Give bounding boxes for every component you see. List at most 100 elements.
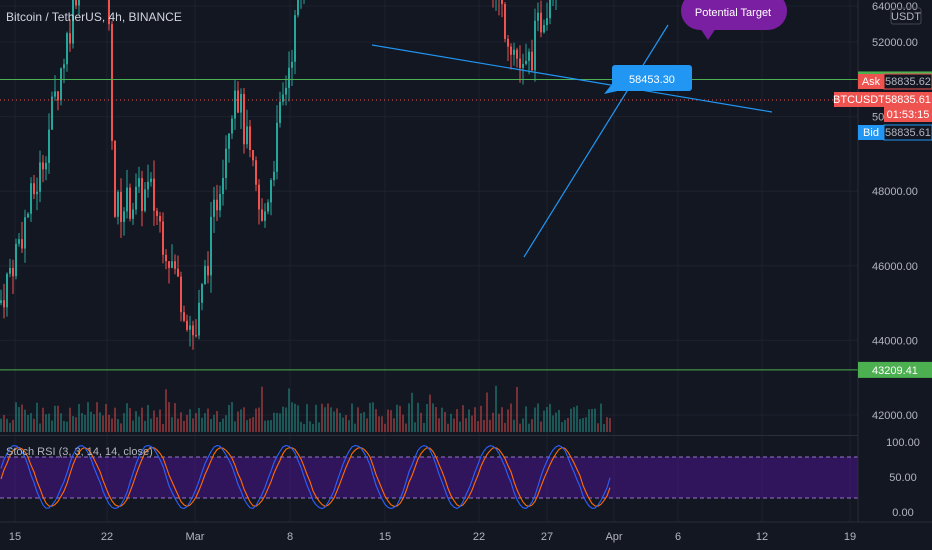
potential-target-bubble[interactable]: Potential Target xyxy=(681,0,787,40)
stoch-band xyxy=(0,457,858,498)
last-price-group: BTCUSDT 58835.61 01:53:15 xyxy=(833,92,932,122)
volume-bar xyxy=(186,414,188,432)
candle-body xyxy=(528,51,530,61)
volume-bar xyxy=(21,404,23,432)
volume-bar xyxy=(435,407,437,432)
volume-bar xyxy=(384,423,386,432)
volume-bar xyxy=(366,418,368,432)
volume-bar xyxy=(459,421,461,432)
volume-bar xyxy=(498,413,500,432)
candle-body xyxy=(57,91,59,101)
volume-bar xyxy=(489,419,491,432)
candle-body xyxy=(186,320,188,330)
chart-title: Bitcoin / TetherUS, 4h, BINANCE xyxy=(6,10,182,24)
candle-body xyxy=(522,63,524,68)
ask-price: 58835.62 xyxy=(885,76,931,88)
volume-bar xyxy=(453,418,455,432)
volume-bar xyxy=(363,412,365,432)
volume-bar xyxy=(585,417,587,432)
resistance-trendline[interactable] xyxy=(371,44,773,113)
price-tick-label: 48000.00 xyxy=(872,186,918,198)
currency-box[interactable] xyxy=(890,7,922,25)
volume-bar xyxy=(15,402,17,432)
volume-bar xyxy=(609,418,611,432)
price-axis[interactable]: 64000.0054000.0052000.0050000.0048000.00… xyxy=(872,0,918,422)
volume-bar xyxy=(324,407,326,432)
candle-body xyxy=(177,268,179,277)
volume-bar xyxy=(471,415,473,432)
candle-body xyxy=(21,239,23,249)
candle-body xyxy=(126,187,128,212)
support-trendline[interactable] xyxy=(523,24,669,258)
breakout-price-label[interactable]: 58453.30 xyxy=(604,65,692,94)
volume-bar xyxy=(564,419,566,432)
volume-bar xyxy=(312,423,314,432)
candle-body xyxy=(45,162,47,170)
volume-bar xyxy=(222,418,224,432)
volume-bar xyxy=(90,411,92,432)
candle-body xyxy=(108,0,110,25)
volume-bar xyxy=(318,422,320,432)
volume-bar xyxy=(591,408,593,432)
candle-body xyxy=(546,18,548,26)
volume-bar xyxy=(138,416,140,432)
time-tick-label: 15 xyxy=(9,531,21,543)
candle-body xyxy=(216,199,218,211)
candle-body xyxy=(114,140,116,217)
volume-bar xyxy=(447,423,449,432)
volume-bar xyxy=(141,407,143,432)
volume-bar xyxy=(66,421,68,432)
volume-bar xyxy=(237,411,239,432)
volume-bar xyxy=(300,421,302,432)
candle-body xyxy=(132,209,134,219)
time-tick-label: Mar xyxy=(186,531,205,543)
volume-bar xyxy=(390,410,392,432)
candle-body xyxy=(162,221,164,255)
volume-bar xyxy=(510,403,512,432)
volume-bar xyxy=(414,422,416,432)
volume-bar xyxy=(438,418,440,432)
candle-body xyxy=(174,261,176,269)
volume-bar xyxy=(420,412,422,432)
candle-body xyxy=(210,216,212,276)
bid-tag: Bid xyxy=(863,127,879,139)
volume-bar xyxy=(402,414,404,432)
candle-body xyxy=(219,193,221,211)
symbol-tag: BTCUSDT xyxy=(833,94,885,106)
volume-bar xyxy=(405,423,407,432)
candle-body xyxy=(246,126,248,145)
candle-body xyxy=(165,254,167,262)
time-axis[interactable]: 15 22 Mar 8 15 22 27 Apr 6 12 19 xyxy=(9,531,856,543)
volume-bar xyxy=(57,405,59,432)
volume-bar xyxy=(303,423,305,432)
volume-bar xyxy=(111,418,113,432)
volume-bar xyxy=(234,421,236,432)
candle-body xyxy=(228,133,230,149)
volume-bar xyxy=(534,407,536,432)
volume-bar xyxy=(84,414,86,432)
stoch-rsi-panel xyxy=(0,435,858,510)
volume-bar xyxy=(126,403,128,432)
stoch-d-line xyxy=(0,447,611,508)
volume-bar xyxy=(582,418,584,432)
volume-bar xyxy=(165,389,167,432)
volume-bar xyxy=(531,419,533,432)
candle-body xyxy=(207,265,209,276)
volume-bar xyxy=(357,407,359,432)
volume-bar xyxy=(213,414,215,432)
stoch-k-line xyxy=(0,444,611,510)
candle-body xyxy=(285,87,287,95)
volume-bar xyxy=(492,412,494,432)
candle-body xyxy=(12,267,14,277)
volume-bar xyxy=(600,403,602,432)
volume-bar xyxy=(393,418,395,432)
volume-bar xyxy=(231,402,233,432)
candle-body xyxy=(510,46,512,55)
volume-bar xyxy=(240,409,242,432)
volume-bar xyxy=(30,413,32,432)
volume-bar xyxy=(42,407,44,432)
volume-bar xyxy=(27,414,29,432)
candle-body xyxy=(42,162,44,170)
horizontal-levels xyxy=(0,78,858,371)
